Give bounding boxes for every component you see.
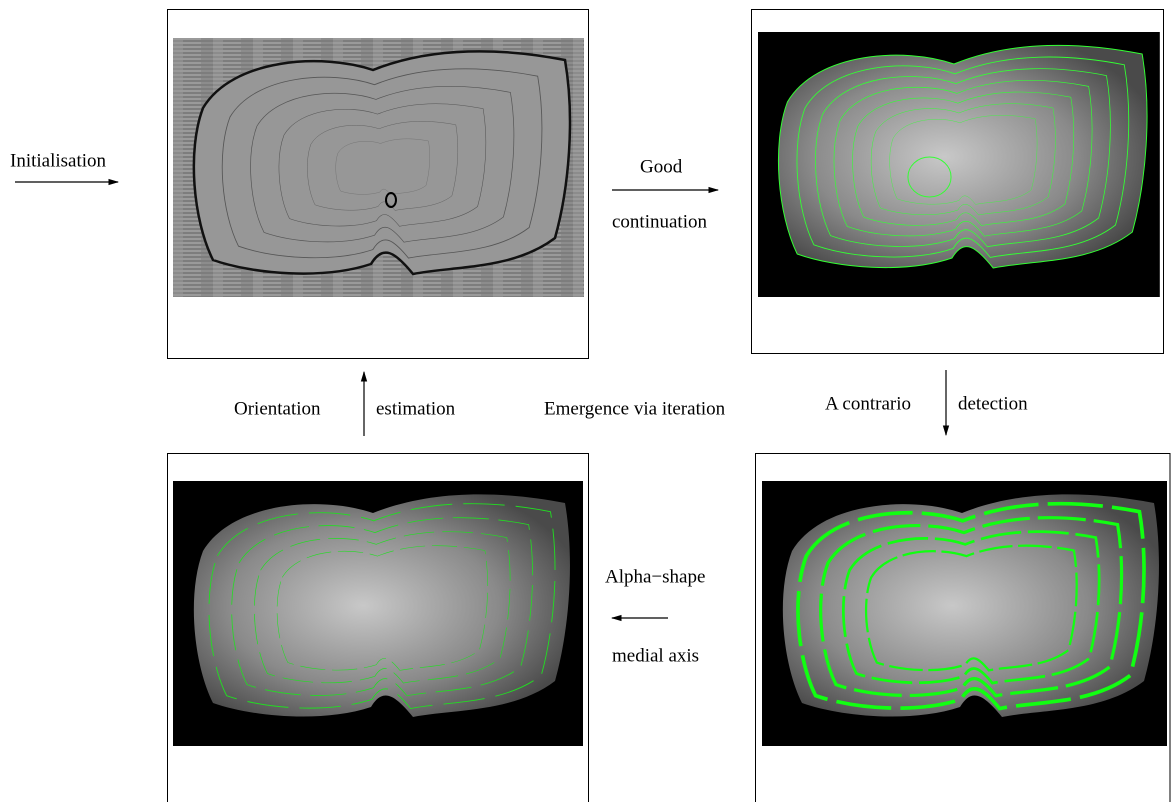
detection-image bbox=[762, 481, 1167, 746]
label: estimation bbox=[376, 398, 456, 419]
diagram: Initialisation Good continuation Orienta… bbox=[0, 0, 1171, 802]
label: detection bbox=[958, 393, 1028, 414]
label: Alpha−shape bbox=[605, 566, 705, 587]
label: A contrario bbox=[825, 393, 911, 414]
label: continuation bbox=[612, 211, 707, 232]
label: Orientation bbox=[234, 398, 321, 419]
continuation-image bbox=[758, 32, 1160, 297]
label: Good bbox=[640, 156, 683, 177]
label: medial axis bbox=[612, 645, 699, 666]
medial-axis-image bbox=[173, 481, 583, 746]
label: Initialisation bbox=[10, 150, 107, 171]
label: Emergence via iteration bbox=[544, 398, 726, 419]
orientation-image bbox=[173, 38, 584, 297]
